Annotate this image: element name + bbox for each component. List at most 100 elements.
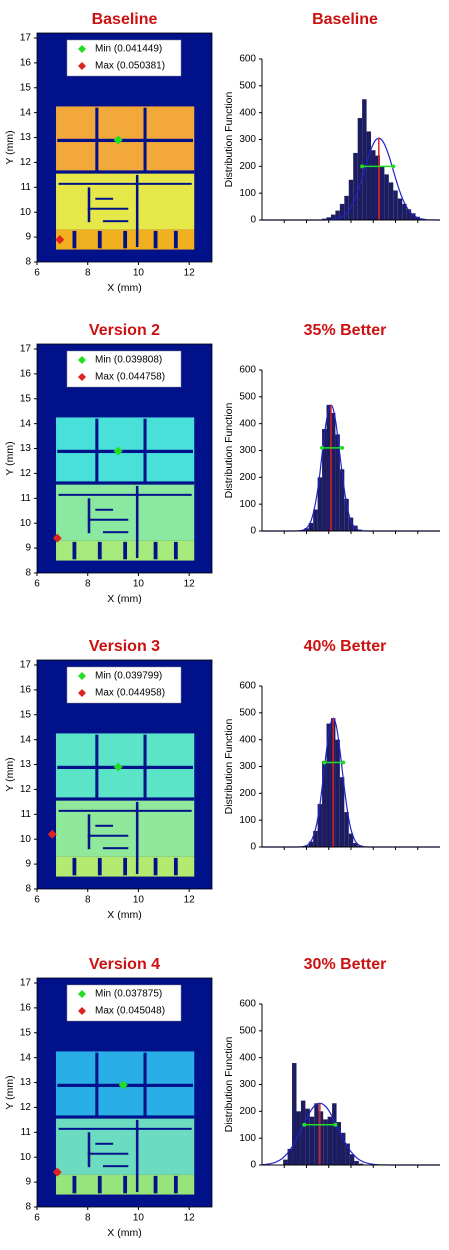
y-tick-label: 11 — [21, 493, 32, 504]
heatmap-region — [95, 197, 114, 200]
y-tick-label: 10 — [20, 207, 32, 218]
histogram-bar — [300, 1100, 306, 1165]
y-tick-label: 14 — [20, 418, 32, 429]
y-tick-label: 15 — [20, 709, 32, 720]
histogram-bar — [335, 210, 340, 220]
y-tick-label: 11 — [21, 1127, 32, 1138]
heatmap-region — [97, 1175, 102, 1194]
y-tick-label: 10 — [20, 834, 32, 845]
y-axis-label: Y (mm) — [4, 1075, 16, 1109]
y-tick-label: 0 — [250, 526, 256, 537]
x-tick-label: 6 — [34, 579, 40, 590]
spread-end — [302, 1122, 307, 1127]
y-tick-label: 8 — [25, 568, 31, 579]
x-tick-label: 8 — [85, 895, 91, 906]
max-marker — [52, 533, 62, 543]
histogram-bar — [358, 1163, 364, 1165]
heatmap-region — [87, 518, 129, 521]
spread-end — [322, 760, 327, 765]
y-tick-label: 600 — [239, 365, 256, 376]
x-tick-label: 8 — [85, 268, 91, 279]
histogram-bar — [318, 1111, 324, 1165]
y-tick-label: 14 — [20, 734, 32, 745]
histogram-bar — [308, 522, 314, 531]
chart-title: Version 3 — [89, 638, 160, 655]
y-tick-label: 16 — [20, 369, 32, 380]
y-tick-label: 100 — [239, 815, 256, 826]
y-tick-label: 11 — [21, 809, 32, 820]
heatmap-region — [56, 483, 195, 541]
x-tick-label: 6 — [34, 895, 40, 906]
histogram-bar — [397, 198, 403, 220]
spread-end — [333, 1122, 338, 1127]
x-tick-label: 12 — [184, 1213, 196, 1224]
histogram-bar — [322, 429, 327, 531]
y-tick-label: 9 — [25, 543, 31, 554]
y-tick-label: 400 — [239, 418, 256, 429]
min-marker — [113, 762, 123, 772]
histogram-bar — [323, 1119, 328, 1165]
chart-title: 30% Better — [304, 956, 387, 973]
heatmap-region — [97, 857, 102, 876]
y-axis-label: Y (mm) — [4, 130, 16, 164]
legend-box — [66, 350, 182, 388]
histogram-bar — [357, 118, 363, 220]
heatmap-region — [87, 814, 91, 850]
y-tick-label: 14 — [20, 107, 32, 118]
histogram-bar — [317, 804, 323, 847]
heatmap-region — [102, 531, 129, 534]
y-tick-label: 200 — [239, 472, 256, 483]
y-tick-label: 0 — [250, 842, 256, 853]
histogram-bar — [411, 213, 416, 220]
legend-label: Min (0.039808) — [95, 355, 162, 366]
histogram-bar — [349, 1154, 355, 1165]
legend-box — [66, 39, 182, 77]
legend-marker — [78, 45, 86, 53]
y-tick-label: 15 — [20, 1027, 32, 1038]
y-tick-label: 600 — [239, 999, 256, 1010]
y-tick-label: 500 — [239, 1025, 256, 1036]
histogram-bar — [305, 1108, 310, 1165]
plot-frame — [36, 977, 213, 1208]
heatmap-region — [72, 541, 77, 560]
y-tick-label: 15 — [20, 82, 32, 93]
legend-label: Max (0.044758) — [95, 372, 165, 383]
heatmap-region — [153, 230, 158, 249]
spread-end — [340, 445, 345, 450]
heatmap-region — [102, 220, 129, 223]
histogram-bar — [327, 1116, 333, 1165]
y-tick-label: 600 — [239, 681, 256, 692]
y-tick-label: 13 — [20, 759, 32, 770]
legend-marker — [78, 373, 86, 381]
heatmap-region — [123, 857, 128, 876]
y-tick-label: 100 — [239, 1133, 256, 1144]
chart-title: Version 2 — [89, 322, 160, 339]
histogram-bar — [348, 833, 354, 847]
heatmap-region — [102, 1165, 129, 1168]
spread-end — [360, 164, 365, 169]
histogram-bar — [384, 174, 389, 220]
chart-title: Baseline — [92, 11, 158, 28]
histogram-bar — [375, 155, 380, 220]
y-tick-label: 600 — [239, 54, 256, 65]
histogram-bar — [330, 412, 336, 531]
heatmap-region — [173, 541, 178, 560]
heatmap-region — [135, 174, 139, 248]
heatmap-region — [72, 230, 77, 249]
y-tick-label: 13 — [20, 132, 32, 143]
heatmap-region — [87, 834, 129, 837]
y-axis-label: Y (mm) — [4, 757, 16, 791]
y-tick-label: 9 — [25, 859, 31, 870]
x-axis-label: X (mm) — [107, 1227, 141, 1239]
heatmap-region — [135, 485, 139, 559]
histogram-bar — [348, 179, 354, 220]
y-tick-label: 400 — [239, 107, 256, 118]
legend-label: Max (0.045048) — [95, 1006, 165, 1017]
y-tick-label: 10 — [20, 1152, 32, 1163]
x-tick-label: 8 — [85, 579, 91, 590]
y-tick-label: 8 — [25, 1202, 31, 1213]
fit-curve — [262, 137, 440, 221]
y-tick-label: 12 — [20, 784, 32, 795]
histogram-bar — [402, 203, 407, 220]
chart-title: 40% Better — [304, 638, 387, 655]
